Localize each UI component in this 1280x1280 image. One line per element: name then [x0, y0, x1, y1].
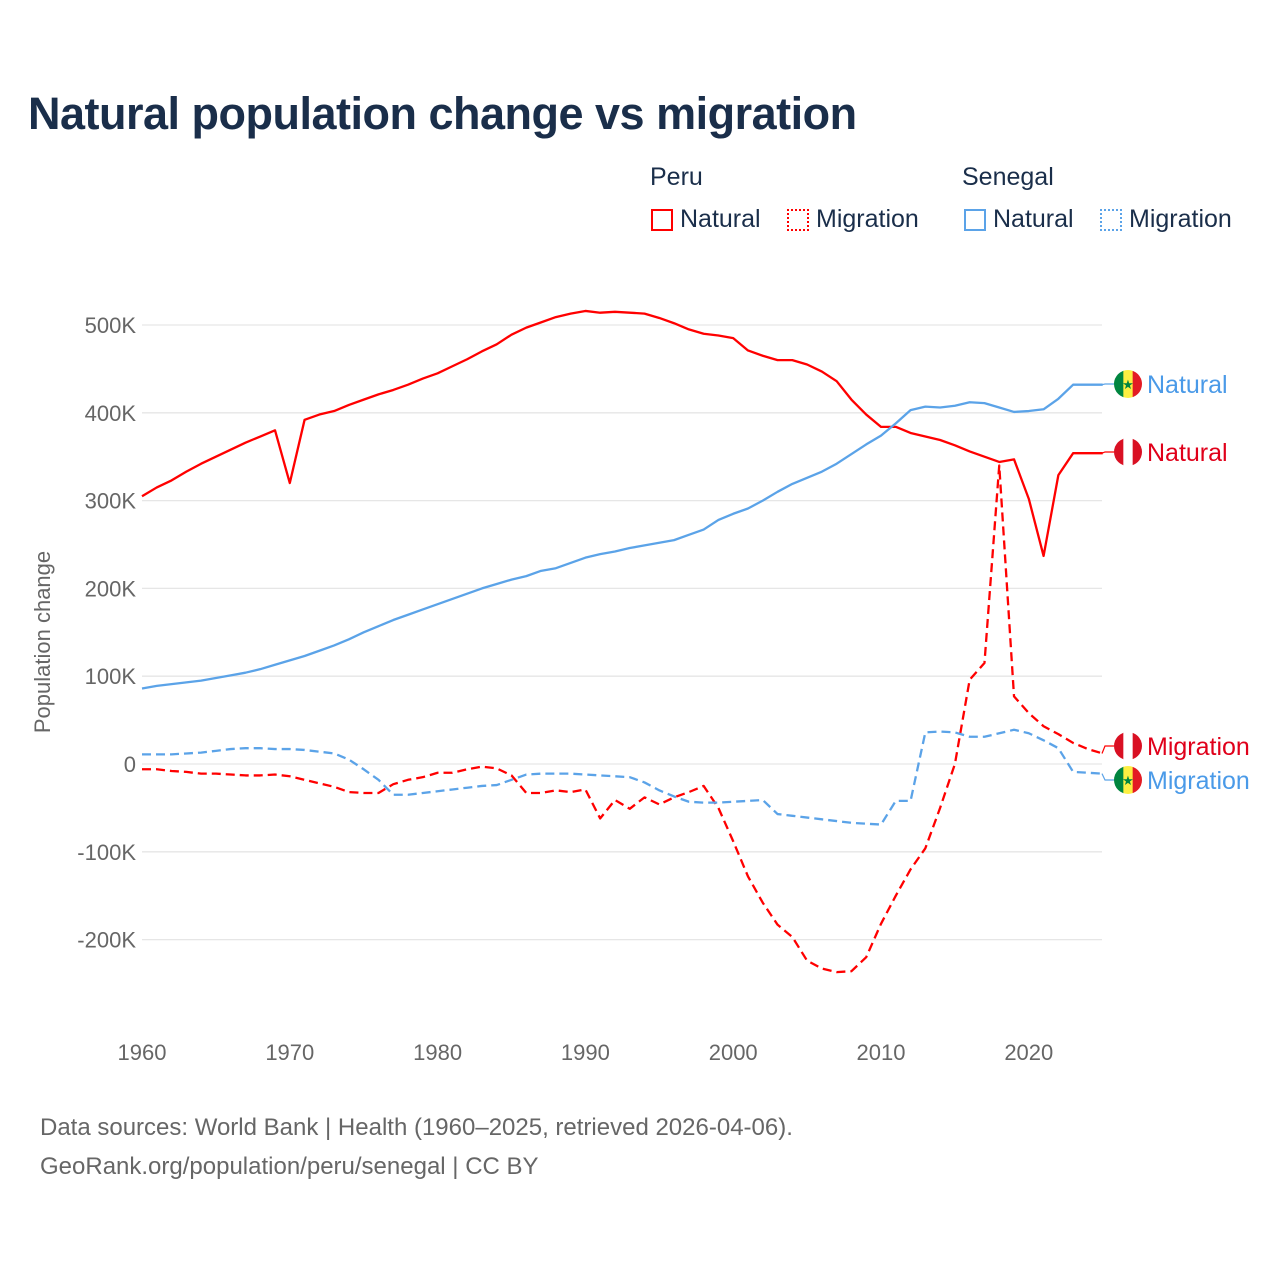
y-tick-label: -100K: [77, 840, 136, 865]
x-tick-label: 2020: [1004, 1040, 1053, 1065]
legend-group-senegal: Senegal: [962, 163, 1054, 191]
chart-title: Natural population change vs migration: [28, 88, 857, 139]
y-tick-label: 500K: [85, 313, 137, 338]
legend-swatch-senegal-migration: [1100, 209, 1122, 231]
legend-peru-migration[interactable]: Migration: [816, 205, 919, 233]
end-label-senegal-natural: Natural: [1147, 371, 1228, 399]
series-line-peru-natural: [141, 309, 1103, 558]
x-tick-label: 1990: [561, 1040, 610, 1065]
source-line-1: Data sources: World Bank | Health (1960–…: [40, 1114, 793, 1141]
senegal-flag-icon: ★: [1114, 766, 1142, 794]
legend-senegal-natural[interactable]: Natural: [993, 205, 1074, 233]
label-connector: [1101, 745, 1114, 754]
legend-group-peru: Peru: [650, 163, 703, 191]
end-label-peru-natural: Natural: [1147, 439, 1228, 467]
y-tick-label: 400K: [85, 401, 137, 426]
series-line-senegal-migration: [142, 728, 1103, 826]
series-line-senegal-natural: [141, 383, 1103, 690]
y-axis-label: Population change: [30, 551, 55, 733]
x-tick-label: 1970: [265, 1040, 314, 1065]
source-line-2[interactable]: GeoRank.org/population/peru/senegal | CC…: [40, 1153, 539, 1180]
x-tick-label: 1960: [118, 1040, 167, 1065]
source-note: Data sources: World Bank | Health (1960–…: [40, 1108, 793, 1186]
y-tick-label: -200K: [77, 928, 136, 953]
legend-senegal-migration[interactable]: Migration: [1129, 205, 1232, 233]
peru-flag-icon: [1114, 732, 1142, 760]
label-connector: [1101, 451, 1114, 454]
legend-swatch-peru-migration: [787, 209, 809, 231]
svg-text:★: ★: [1122, 377, 1134, 392]
series-line-peru-migration: [142, 464, 1104, 974]
senegal-flag-icon: ★: [1114, 370, 1142, 398]
legend-swatch-peru-natural: [651, 209, 673, 231]
svg-text:★: ★: [1122, 773, 1134, 788]
y-tick-label: 200K: [85, 576, 137, 601]
end-label-peru-migration: Migration: [1147, 733, 1250, 761]
y-tick-label: 300K: [85, 489, 137, 514]
legend-swatch-senegal-natural: [964, 209, 986, 231]
x-tick-label: 1980: [413, 1040, 462, 1065]
label-connector: [1101, 773, 1114, 781]
y-tick-label: 100K: [85, 664, 137, 689]
x-tick-label: 2000: [709, 1040, 758, 1065]
label-connector: [1101, 383, 1114, 386]
x-tick-label: 2010: [857, 1040, 906, 1065]
legend-peru-natural[interactable]: Natural: [680, 205, 761, 233]
y-tick-label: 0: [124, 752, 136, 777]
end-label-senegal-migration: Migration: [1147, 767, 1250, 795]
peru-flag-icon: [1114, 438, 1142, 466]
